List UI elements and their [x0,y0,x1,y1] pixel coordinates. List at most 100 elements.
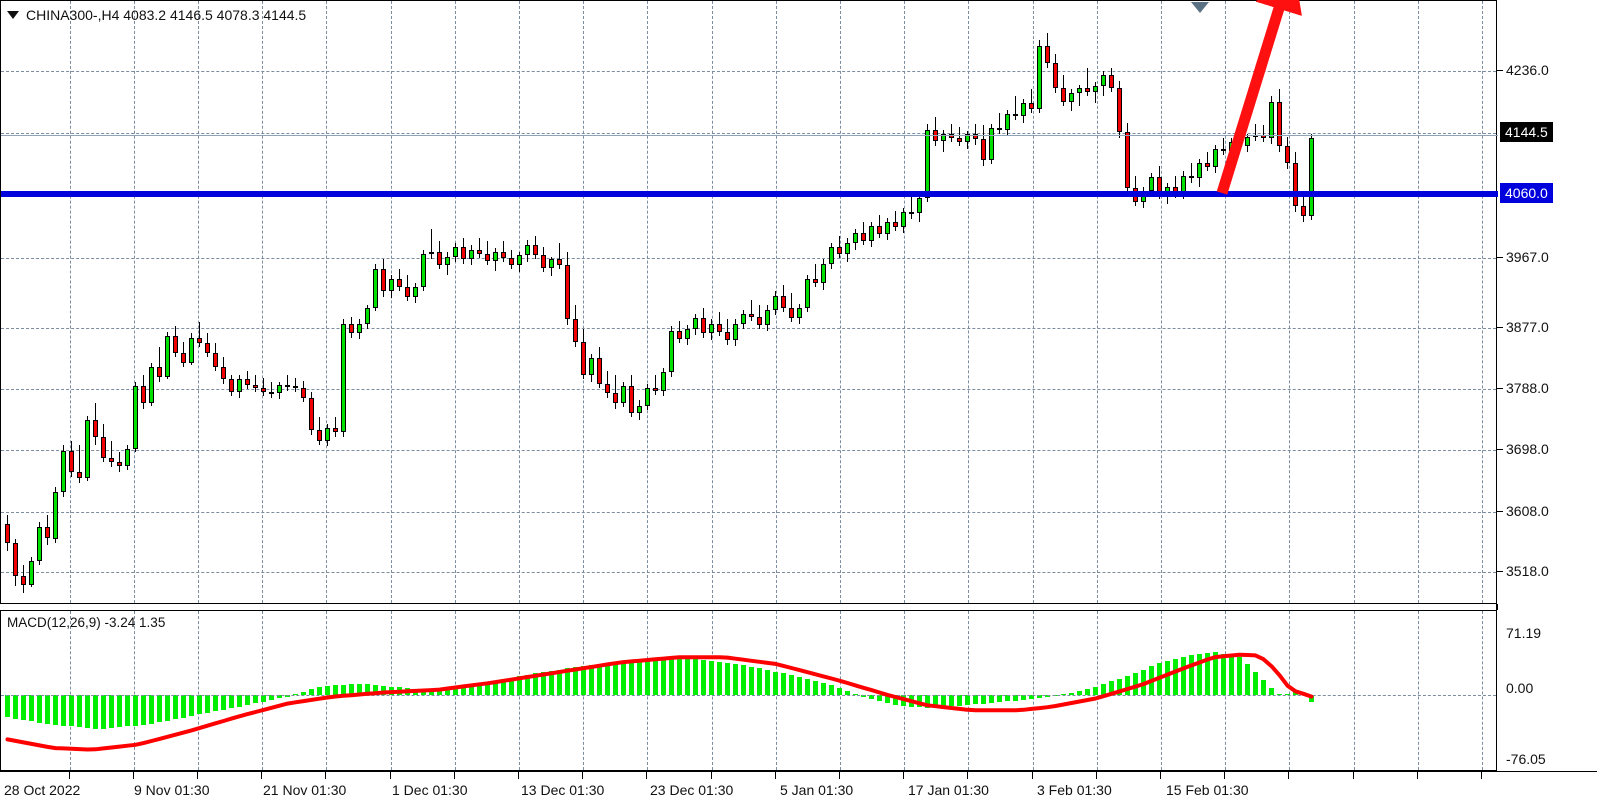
candle-body-bearish [1029,103,1034,109]
macd-histogram-bar [205,694,210,713]
candlestick [301,1,306,603]
macd-histogram-bar [757,668,762,695]
candle-wick [119,451,120,472]
gridline-vertical [198,611,199,770]
time-axis-tick [1032,772,1033,779]
candlestick [917,1,922,603]
gridline-vertical [840,1,841,603]
candlestick [797,1,802,603]
candle-body-bearish [701,318,706,334]
candle-body-bullish [1213,149,1218,168]
candle-body-bearish [1285,146,1290,164]
candle-body-bullish [53,492,58,539]
candlestick [461,1,466,603]
time-axis-tick [261,772,262,779]
macd-histogram-bar [277,694,282,699]
candle-body-bullish [1021,103,1026,116]
macd-histogram-bar [245,694,250,705]
candle-body-bearish [261,387,266,392]
candlestick [509,1,514,603]
macd-histogram-bar [125,694,130,727]
candlestick [765,1,770,603]
candlestick [893,1,898,603]
support-price-badge[interactable]: 4060.0 [1500,183,1553,203]
time-axis-label: 21 Nov 01:30 [263,782,347,798]
macd-indicator-panel[interactable]: MACD(12,26,9) -3.24 1.35 [0,610,1497,771]
candlestick [1157,1,1162,603]
gridline-horizontal [1,389,1496,390]
candlestick [373,1,378,603]
candle-wick [431,228,432,260]
candle-body-bullish [389,278,394,292]
candlestick [157,1,162,603]
macd-histogram-bar [53,694,58,725]
candle-body-bullish [661,372,666,391]
candle-body-bullish [517,255,522,265]
candle-body-bearish [653,387,658,391]
candlestick [741,1,746,603]
macd-histogram-bar [1237,657,1242,695]
candle-body-bullish [901,211,906,228]
macd-histogram-bar [365,684,370,695]
candlestick [1253,1,1258,603]
candle-body-bearish [557,259,562,265]
macd-histogram-bar [1181,656,1186,695]
candle-body-bearish [973,133,978,140]
macd-histogram-bar [877,694,882,702]
candlestick [317,1,322,603]
candlestick [613,1,618,603]
candlestick [1309,1,1314,603]
gridline-vertical [904,611,905,770]
candle-body-bullish [645,387,650,406]
candle-body-bearish [117,461,122,466]
candlestick [1165,1,1170,603]
price-axis-tick [1497,511,1503,512]
candlestick [693,1,698,603]
price-axis[interactable]: 4236.0 4144.5 4060.0 3967.0 3877.0 3788.0 3698… [1497,0,1597,604]
candle-body-bearish [5,523,10,543]
triangle-down-icon[interactable] [7,11,19,19]
macd-histogram-bar [597,663,602,695]
candlestick [1093,1,1098,603]
macd-histogram-bar [557,669,562,695]
candlestick [621,1,626,603]
current-price-badge[interactable]: 4144.5 [1500,122,1553,142]
macd-histogram-bar [821,683,826,695]
macd-histogram-bar [845,691,850,695]
candlestick [101,1,106,603]
candle-body-bearish [877,225,882,235]
macd-histogram-bar [45,694,50,725]
macd-histogram-bar [965,694,970,706]
time-axis[interactable]: 28 Oct 2022 9 Nov 01:30 21 Nov 01:30 1 Dec … [0,771,1597,812]
candlestick [125,1,130,603]
gridline-vertical [1289,611,1290,770]
macd-histogram-bar [581,665,586,695]
candlestick [1061,1,1066,603]
price-chart-panel[interactable]: CHINA300-,H4 4083.2 4146.5 4078.3 4144.5 [0,0,1498,604]
candle-body-bearish [173,336,178,353]
candle-body-bearish [461,246,466,260]
macd-histogram-bar [437,690,442,695]
candlestick [829,1,834,603]
candle-wick [199,322,200,348]
candlestick [1301,1,1306,603]
time-axis-tick [775,772,776,779]
candlestick [1085,1,1090,603]
macd-histogram-bar [1013,694,1018,701]
candle-wick [1191,163,1192,183]
gridline-horizontal [1,572,1496,573]
candlestick [1013,1,1018,603]
macd-histogram-bar [917,694,922,708]
gridline-vertical [968,611,969,770]
macd-histogram-bar [501,679,506,695]
support-price-line[interactable] [1,190,1498,197]
price-axis-tick [1497,449,1503,450]
candle-wick [951,124,952,143]
macd-axis[interactable]: 71.19 0.00 -76.05 [1497,610,1597,771]
macd-histogram-bar [1021,694,1026,700]
candle-body-bearish [981,139,986,161]
macd-histogram-bar [549,670,554,695]
candle-wick [1255,124,1256,141]
candlestick [309,1,314,603]
time-axis-tick [967,772,968,779]
